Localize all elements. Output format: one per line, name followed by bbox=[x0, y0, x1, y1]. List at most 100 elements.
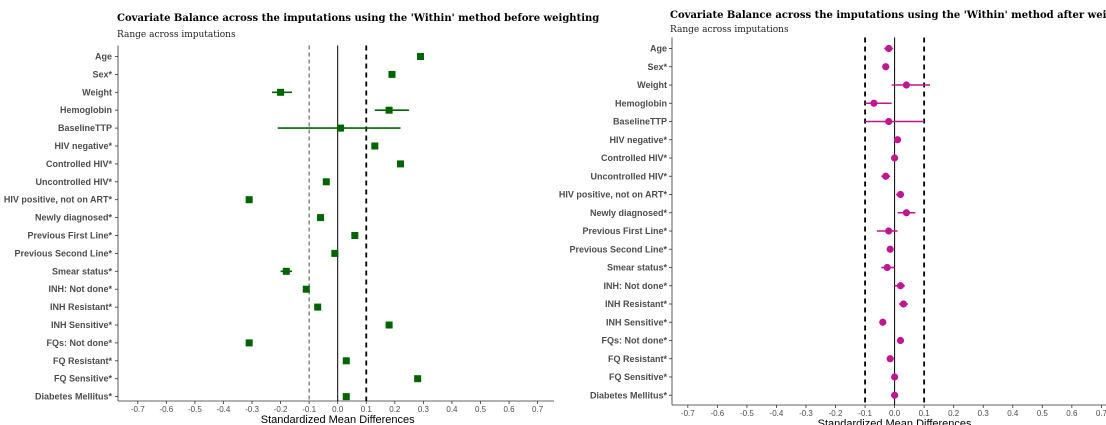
chart1-point bbox=[385, 106, 393, 114]
chart1-y-tick-label: INH Resistant* bbox=[50, 302, 113, 312]
chart2-x-tick-label: -0.2 bbox=[829, 409, 843, 418]
chart2-point bbox=[899, 300, 908, 308]
chart2-point bbox=[891, 373, 899, 381]
chart1-point bbox=[385, 321, 393, 329]
chart1-y-tick-label: FQ Resistant* bbox=[53, 356, 113, 366]
chart2-point bbox=[885, 227, 893, 235]
chart2-y-tick-label: FQ Sensitive* bbox=[609, 372, 668, 382]
chart1-point bbox=[322, 178, 330, 186]
chart2-y-tick-label: INH: Not done* bbox=[604, 281, 668, 291]
chart1-point bbox=[371, 142, 379, 150]
chart1-y-tick-label: Weight bbox=[82, 87, 112, 97]
chart2-x-tick-label: -0.3 bbox=[799, 409, 813, 418]
chart2-x-tick-label: 0.7 bbox=[1096, 409, 1106, 418]
chart1-point bbox=[314, 303, 322, 311]
chart1-panel: Covariate Balance across the imputations… bbox=[4, 13, 599, 425]
chart1-y-tick-label: INH Sensitive* bbox=[51, 320, 113, 330]
chart2-y-tick-label: HIV negative* bbox=[609, 135, 667, 145]
chart2-point bbox=[879, 318, 887, 326]
chart1-point bbox=[337, 124, 345, 132]
chart2-point bbox=[896, 282, 905, 290]
chart1-y-tick-label: Diabetes Mellitus* bbox=[35, 392, 113, 402]
chart2-point bbox=[882, 63, 890, 71]
chart1-point bbox=[417, 53, 425, 60]
chart2-panel: Covariate Balance across the imputations… bbox=[559, 10, 1106, 425]
chart1-x-tick-label: 0.1 bbox=[361, 405, 373, 414]
chart2-y-tick-label: Diabetes Mellitus* bbox=[590, 390, 668, 400]
chart1-y-tick-label: Age bbox=[95, 52, 112, 62]
chart2-y-tick-label: INH Sensitive* bbox=[606, 317, 668, 327]
chart1-x-tick-label: 0.7 bbox=[532, 405, 544, 414]
chart2-point bbox=[893, 136, 902, 144]
chart1-y-tick-label: INH: Not done* bbox=[49, 284, 113, 294]
chart1-x-tick-label: -0.6 bbox=[159, 405, 173, 414]
chart1-point bbox=[282, 267, 290, 275]
chart1-point bbox=[302, 285, 310, 293]
chart1-x-tick-label: 0.6 bbox=[503, 405, 515, 414]
chart2-y-tick-label: Newly diagnosed* bbox=[590, 208, 668, 218]
chart2-point bbox=[885, 44, 893, 53]
chart1-y-tick-label: HIV positive, not on ART* bbox=[4, 195, 113, 205]
chart1-x-tick-label: -0.4 bbox=[217, 405, 231, 414]
chart2-y-tick-label: BaselineTTP bbox=[613, 117, 667, 127]
chart2-y-tick-label: Uncontrolled HIV* bbox=[590, 171, 667, 181]
chart1-x-tick-label: -0.2 bbox=[274, 405, 288, 414]
chart1-x-tick-label: 0.5 bbox=[475, 405, 487, 414]
chart2-point bbox=[896, 190, 905, 199]
chart1-x-tick-label: -0.7 bbox=[131, 405, 145, 414]
chart2-y-tick-label: Weight bbox=[637, 80, 667, 90]
chart1-title: Covariate Balance across the imputations… bbox=[117, 13, 599, 24]
chart2-point bbox=[891, 391, 899, 399]
chart1-x-tick-label: -0.1 bbox=[302, 405, 316, 414]
chart2-x-tick-label: 0.4 bbox=[1007, 409, 1019, 418]
chart1-subtitle: Range across imputations bbox=[117, 30, 236, 40]
chart1-y-tick-label: HIV negative* bbox=[54, 141, 112, 151]
chart1-point bbox=[414, 375, 422, 383]
chart2-x-tick-label: 0.6 bbox=[1066, 409, 1078, 418]
chart2-y-tick-label: FQ Resistant* bbox=[608, 354, 668, 364]
chart2-point bbox=[891, 154, 899, 162]
chart2-subtitle: Range across imputations bbox=[670, 25, 789, 35]
chart1-y-tick-label: BaselineTTP bbox=[58, 123, 112, 133]
chart1-y-tick-label: FQs: Not done* bbox=[47, 338, 113, 348]
chart1-x-tick-label: -0.3 bbox=[245, 405, 259, 414]
chart1-point bbox=[351, 232, 359, 239]
chart1-point bbox=[342, 393, 350, 401]
chart1-x-axis-label: Standardized Mean Differences bbox=[261, 414, 415, 425]
chart1-point bbox=[245, 196, 253, 204]
chart2-x-tick-label: 0.2 bbox=[948, 409, 960, 418]
chart2-x-tick-label: -0.4 bbox=[770, 409, 784, 418]
chart2-x-tick-label: -0.6 bbox=[710, 409, 724, 418]
chart1-point bbox=[277, 88, 285, 96]
chart1-y-tick-label: Controlled HIV* bbox=[46, 159, 112, 169]
chart2-x-tick-label: -0.7 bbox=[681, 409, 695, 418]
chart1-y-tick-label: Smear status* bbox=[52, 266, 113, 276]
chart2-x-tick-label: 0.0 bbox=[889, 409, 901, 418]
chart1-y-tick-label: Sex* bbox=[92, 69, 112, 79]
chart2-y-tick-label: Previous Second Line* bbox=[569, 244, 667, 254]
chart2-point bbox=[882, 172, 890, 180]
chart1-point bbox=[388, 70, 396, 78]
chart2-point bbox=[885, 117, 893, 126]
chart2-point bbox=[883, 263, 891, 272]
chart1-y-tick-label: Previous Second Line* bbox=[14, 248, 112, 258]
chart2-x-tick-label: -0.5 bbox=[740, 409, 754, 418]
chart2-y-tick-label: Controlled HIV* bbox=[601, 153, 667, 163]
chart2-title: Covariate Balance across the imputations… bbox=[670, 10, 1106, 21]
chart2-y-tick-label: Sex* bbox=[647, 62, 667, 72]
chart2-point bbox=[886, 355, 894, 363]
chart2-point bbox=[902, 81, 911, 89]
chart2-y-tick-label: Hemoglobin bbox=[615, 98, 667, 108]
chart1-point bbox=[331, 249, 339, 257]
chart2-point bbox=[870, 99, 878, 107]
chart2-y-tick-label: Previous First Line* bbox=[582, 226, 667, 236]
chart2-point bbox=[886, 245, 894, 253]
chart1-y-tick-label: Previous First Line* bbox=[27, 231, 112, 241]
chart2-y-tick-label: INH Resistant* bbox=[605, 299, 668, 309]
chart1-x-tick-label: 0.0 bbox=[332, 405, 344, 414]
chart2-x-tick-label: -0.1 bbox=[858, 409, 872, 418]
chart1-point bbox=[342, 357, 350, 365]
chart2-x-tick-label: 0.3 bbox=[978, 409, 990, 418]
chart1-point bbox=[245, 339, 253, 347]
